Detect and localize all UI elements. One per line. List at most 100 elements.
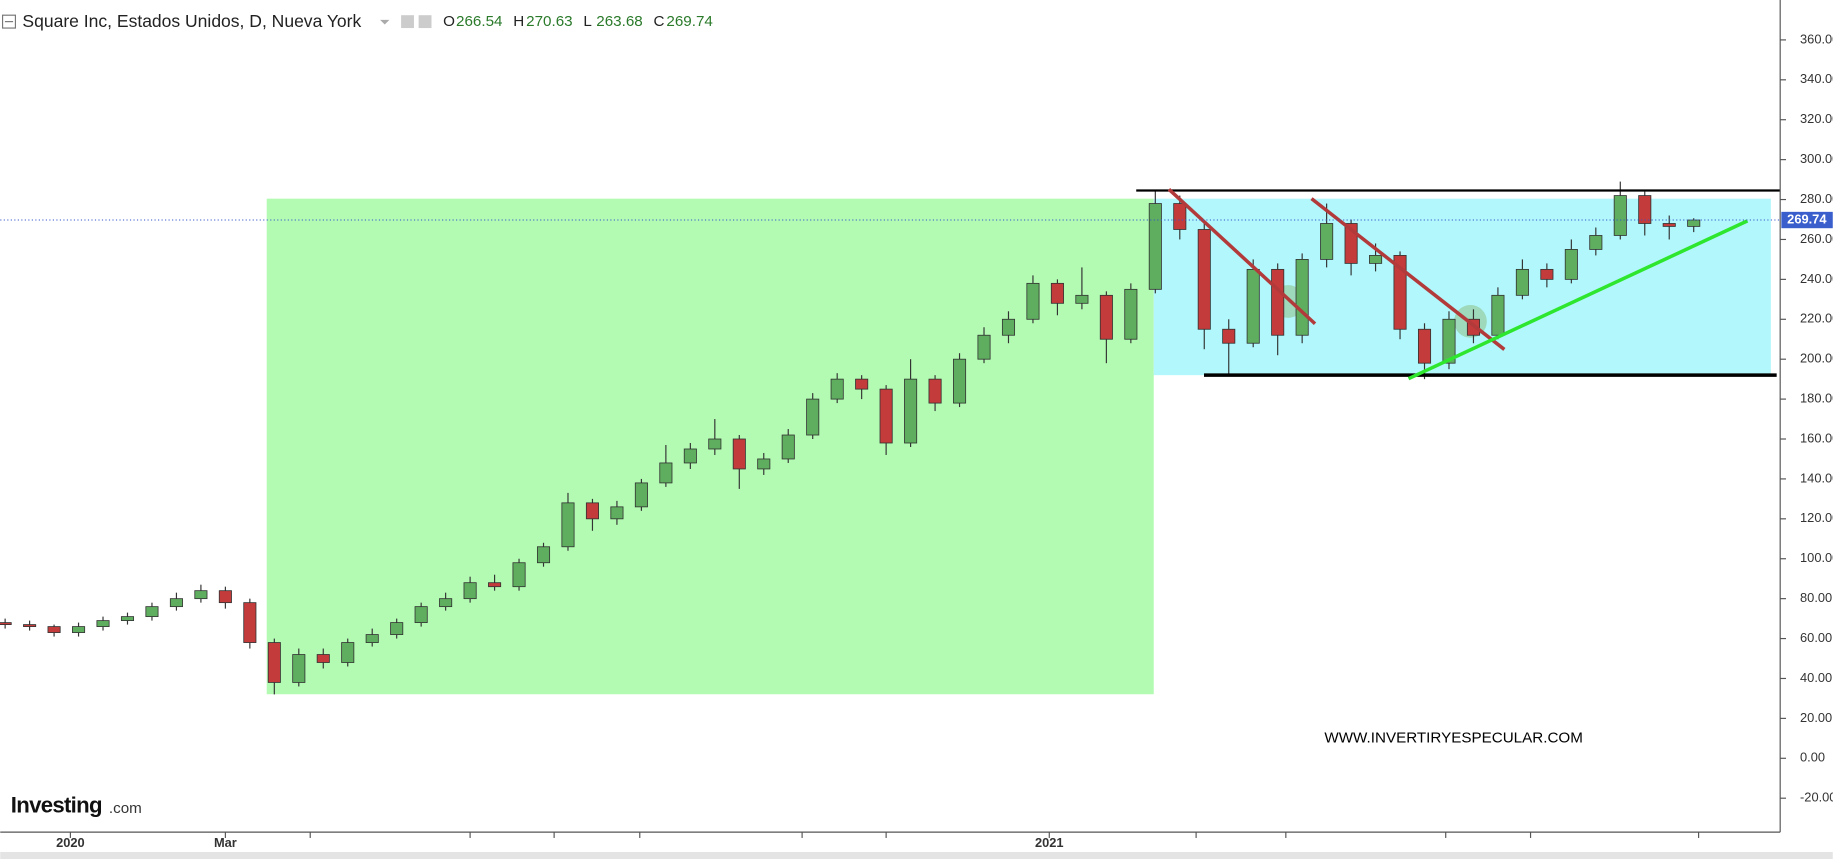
candle-body — [23, 624, 37, 627]
candle-body — [341, 642, 355, 663]
y-tick-label: 320.00 — [1800, 111, 1833, 126]
candle-body — [1099, 294, 1113, 340]
candle-body — [806, 398, 820, 436]
candle-body — [561, 502, 575, 548]
ohlc-value: 270.63 — [526, 13, 572, 30]
settings-icon[interactable] — [401, 15, 414, 29]
trend-lines — [1136, 188, 1781, 381]
ohlc-readout: O 266.54 H 270.63 L 263.68 C 269.74 — [443, 13, 713, 30]
y-tick-label: 40.00 — [1800, 670, 1832, 685]
x-tick-label: 2020 — [56, 835, 85, 850]
candle-body — [1540, 268, 1554, 280]
candle-body — [1148, 203, 1162, 290]
last-price-tag — [1781, 211, 1833, 229]
y-tick-label: 80.00 — [1800, 590, 1832, 605]
candle-body — [243, 602, 257, 643]
y-tick-label: 260.00 — [1800, 231, 1833, 246]
y-tick-label: -20.00 — [1800, 790, 1833, 805]
y-tick-label: 240.00 — [1800, 271, 1833, 286]
y-tick-label: 60.00 — [1800, 630, 1832, 645]
down-trend-line — [1310, 197, 1506, 351]
candle-body — [390, 622, 404, 635]
y-tick-label: 200.00 — [1800, 351, 1833, 366]
y-tick-label: 140.00 — [1800, 470, 1833, 485]
candle-body — [488, 582, 502, 588]
ohlc-key: L — [583, 13, 591, 30]
range-zone — [1153, 198, 1771, 376]
candle-body — [1197, 229, 1211, 330]
candle-body — [1687, 219, 1701, 227]
candle-body — [536, 546, 551, 564]
y-tick-label: 0.00 — [1800, 750, 1825, 765]
candle-body — [267, 642, 281, 683]
y-tick-label: 160.00 — [1800, 430, 1833, 445]
logo: Investing — [11, 792, 102, 817]
candles — [0, 181, 1701, 695]
candle-body — [365, 634, 379, 643]
down-trend-line — [1167, 188, 1317, 326]
candle-body — [1515, 268, 1529, 296]
candle-body — [683, 448, 697, 464]
y-tick-label: 280.00 — [1800, 191, 1833, 206]
candle-body — [1222, 328, 1236, 344]
candle-body — [439, 598, 453, 608]
candle-body — [1124, 288, 1138, 340]
candle-body — [120, 616, 135, 622]
candle-body — [855, 378, 869, 390]
candle-body — [1662, 223, 1676, 227]
ohlc-value: 266.54 — [456, 13, 502, 30]
y-tick-label: 120.00 — [1800, 510, 1833, 525]
candle-body — [1613, 195, 1627, 236]
settings-icon[interactable] — [418, 15, 432, 29]
candle-body — [659, 462, 673, 484]
candle-body — [414, 606, 428, 624]
last-price-label: 269.74 — [1787, 211, 1827, 226]
candle-body — [194, 590, 208, 600]
candle-body — [1442, 318, 1456, 364]
dropdown-arrow[interactable] — [380, 19, 390, 25]
candle-body — [708, 438, 722, 450]
candle-body — [879, 388, 893, 444]
candle-body — [757, 458, 771, 470]
candle-body — [830, 378, 844, 400]
candle-body — [1050, 282, 1064, 304]
candle-body — [928, 378, 942, 404]
candle-body — [1393, 255, 1407, 330]
y-tick-label: 220.00 — [1800, 311, 1833, 326]
candle-body — [1295, 259, 1309, 336]
ohlc-key: H — [513, 13, 524, 30]
y-tick-label: 100.00 — [1800, 550, 1833, 565]
candle-body — [953, 358, 967, 404]
ohlc-key: O — [443, 13, 455, 30]
candle-body — [1638, 195, 1652, 224]
candle-body — [218, 590, 232, 604]
bottom-strip — [0, 851, 1833, 859]
candle-body — [292, 654, 306, 683]
y-tick-label: 20.00 — [1800, 710, 1832, 725]
candle-body — [0, 622, 12, 625]
candle-body — [96, 620, 110, 627]
candle-body — [169, 598, 183, 608]
collapse-icon[interactable] — [1, 14, 17, 29]
y-tick-label: 360.00 — [1800, 31, 1833, 46]
ohlc-value: 269.74 — [666, 13, 712, 30]
x-tick-label: Mar — [214, 835, 237, 850]
candle-body — [585, 502, 599, 520]
candle-body — [463, 582, 477, 600]
candle-body — [512, 562, 526, 588]
y-tick-label: 300.00 — [1800, 151, 1833, 166]
candle-body — [1026, 282, 1040, 320]
candle-body — [1491, 294, 1505, 336]
y-tick-label: 340.00 — [1800, 71, 1833, 86]
candle-body — [1173, 203, 1187, 230]
y-tick-label: 180.00 — [1800, 390, 1833, 405]
candle-body — [634, 482, 648, 508]
candle-body — [610, 506, 624, 520]
chart-title: Square Inc, Estados Unidos, D, Nueva Yor… — [22, 11, 361, 31]
candle-body — [732, 438, 746, 470]
candle-body — [316, 654, 330, 663]
logo-suffix: .com — [109, 800, 142, 817]
up-trend-line — [1407, 219, 1749, 381]
candle-body — [1075, 294, 1089, 304]
